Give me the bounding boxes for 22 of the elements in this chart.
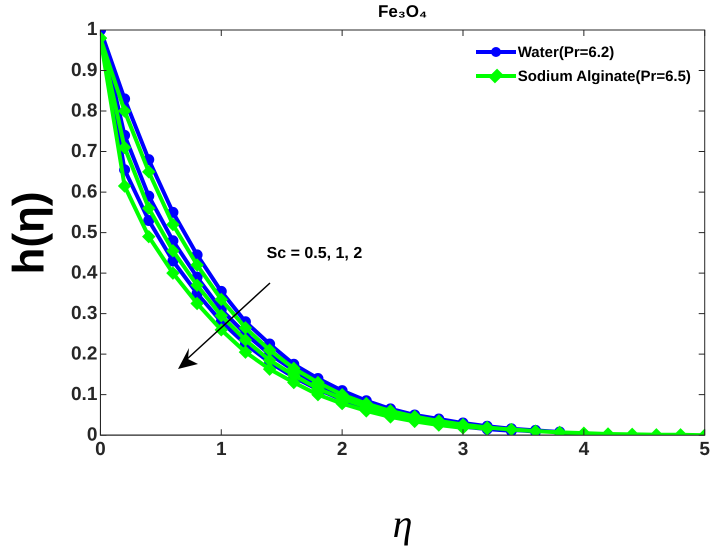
x-tick-label: 2 <box>336 438 348 460</box>
x-tick-label: 3 <box>458 438 468 460</box>
y-tick-label: 0.9 <box>70 60 98 81</box>
chart-title: Fe₃O₄ <box>378 2 428 22</box>
y-tick-label: 0.5 <box>70 222 98 243</box>
x-axis-title: η <box>392 500 412 547</box>
x-tick-label: 4 <box>578 438 590 460</box>
annotation: Sc = 0.5, 1, 2 <box>266 244 362 263</box>
legend-label: Water(Pr=6.2) <box>518 44 614 60</box>
y-tick-label: 0 <box>86 424 98 446</box>
y-tick-label: 0.4 <box>70 262 98 284</box>
y-tick-label: 1 <box>86 19 98 40</box>
x-tick-label: 1 <box>216 438 227 460</box>
y-tick-label: 0.3 <box>70 302 98 324</box>
y-tick-label: 0.7 <box>70 140 98 162</box>
legend-label: Sodium Alginate(Pr=6.5) <box>518 68 691 84</box>
x-tick-label: 5 <box>699 438 710 460</box>
y-axis-title: h(η) <box>4 191 55 274</box>
y-tick-label: 0.6 <box>70 181 98 202</box>
y-tick-label: 0.2 <box>70 343 98 364</box>
y-tick-label: 0.8 <box>70 100 98 122</box>
y-tick-label: 0.1 <box>70 384 98 405</box>
